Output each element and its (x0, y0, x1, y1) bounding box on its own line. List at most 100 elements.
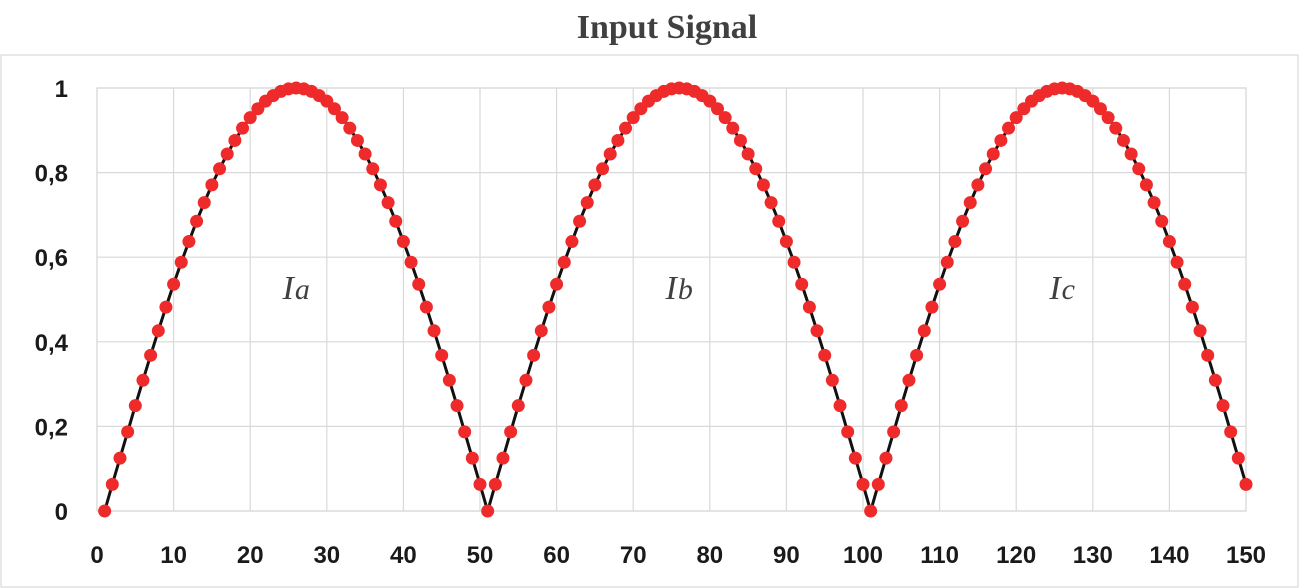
data-point (994, 133, 1008, 147)
data-point (864, 504, 878, 518)
annotations: Ia Ib Ic (281, 270, 1074, 307)
data-point (98, 504, 112, 518)
data-point (373, 178, 387, 192)
data-point (825, 373, 839, 387)
data-point (1109, 121, 1123, 135)
curve-label-subscript: c (1062, 273, 1075, 306)
data-point (504, 425, 518, 439)
data-point (404, 255, 418, 269)
curve-label-symbol: I (281, 270, 295, 307)
data-point (381, 196, 395, 210)
x-tick-label: 110 (920, 542, 959, 569)
y-tick-label: 0,2 (35, 414, 68, 441)
data-point (205, 178, 219, 192)
data-point (358, 147, 372, 161)
data-point (802, 300, 816, 314)
data-point (327, 102, 341, 116)
data-point (228, 133, 242, 147)
data-point (1224, 425, 1238, 439)
y-axis-tick-labels: 0 0,2 0,4 0,6 0,8 1 (35, 76, 69, 526)
data-point (956, 214, 970, 228)
y-tick-label: 0 (55, 499, 68, 526)
data-point (335, 111, 349, 125)
data-point (879, 451, 893, 465)
data-point (619, 121, 633, 135)
x-tick-label: 10 (160, 542, 187, 569)
data-point (948, 235, 962, 249)
data-point (963, 196, 977, 210)
data-point (887, 425, 901, 439)
data-point (182, 235, 196, 249)
x-tick-label: 130 (1073, 542, 1113, 569)
x-tick-label: 40 (390, 542, 417, 569)
data-point (902, 373, 916, 387)
data-point (1239, 477, 1253, 491)
data-point (213, 162, 227, 176)
y-tick-label: 1 (55, 76, 68, 103)
data-point (136, 373, 150, 387)
data-point (925, 300, 939, 314)
data-point (1147, 196, 1161, 210)
data-point (917, 324, 931, 338)
data-point (105, 477, 119, 491)
data-point (542, 300, 556, 314)
data-point (1208, 373, 1222, 387)
data-point (159, 300, 173, 314)
curve-label-subscript: a (295, 273, 310, 306)
chart-title: Input Signal (577, 9, 758, 46)
data-point (534, 324, 548, 338)
curve-label-c: Ic (1048, 270, 1075, 307)
data-point (940, 255, 954, 269)
x-tick-label: 0 (90, 542, 103, 569)
data-point (1002, 121, 1016, 135)
data-point (465, 451, 479, 465)
data-point (1178, 277, 1192, 291)
data-point (772, 214, 786, 228)
data-point (833, 399, 847, 413)
data-point (1231, 451, 1245, 465)
data-point (396, 235, 410, 249)
data-point (419, 300, 433, 314)
data-point (764, 196, 778, 210)
data-point (519, 373, 533, 387)
data-point (856, 477, 870, 491)
x-tick-label: 150 (1226, 542, 1266, 569)
data-point (910, 348, 924, 362)
data-point (580, 196, 594, 210)
data-point (787, 255, 801, 269)
data-point (756, 178, 770, 192)
data-point (197, 196, 211, 210)
data-point (450, 399, 464, 413)
data-point (473, 477, 487, 491)
data-point (488, 477, 502, 491)
data-point (1124, 147, 1138, 161)
data-point (749, 162, 763, 176)
data-point (496, 451, 510, 465)
curve-label-symbol: I (664, 270, 678, 307)
x-tick-label: 50 (467, 542, 494, 569)
data-point (1116, 133, 1130, 147)
data-point (894, 399, 908, 413)
curve-label-symbol: I (1048, 270, 1062, 307)
data-point (550, 277, 564, 291)
curve-label-b: Ib (664, 270, 692, 307)
data-point (343, 121, 357, 135)
data-point (151, 324, 165, 338)
y-tick-label: 0,6 (35, 245, 68, 272)
x-tick-label: 120 (996, 542, 1036, 569)
data-point (366, 162, 380, 176)
data-point (971, 178, 985, 192)
x-tick-label: 70 (620, 542, 647, 569)
data-point (527, 348, 541, 362)
data-point (741, 147, 755, 161)
data-point (1132, 162, 1146, 176)
data-point (1170, 255, 1184, 269)
data-point (1139, 178, 1153, 192)
x-tick-label: 30 (313, 542, 340, 569)
data-point (603, 147, 617, 161)
data-point (1093, 102, 1107, 116)
data-point (795, 277, 809, 291)
data-point (1216, 399, 1230, 413)
data-point (810, 324, 824, 338)
data-point (458, 425, 472, 439)
